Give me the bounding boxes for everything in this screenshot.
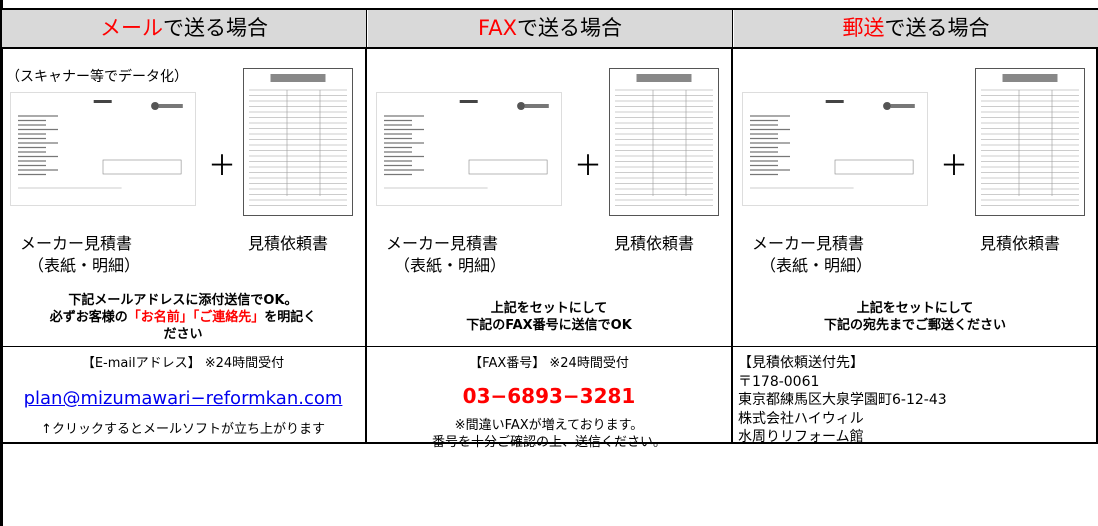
document-thumbnail [243,68,353,216]
column-heading: 郵送で送る場合 [734,10,1098,47]
instruction-text: を明記く [264,310,317,325]
instructions: 上記をセットにして下記の宛先までご郵送ください [732,300,1098,334]
instruction-text: 下記の宛先までご郵送ください [823,318,1006,333]
thumb-part [825,100,844,103]
document-label: 見積依頼書 [980,234,1061,253]
instruction-text: 下記メールアドレスに添付送信でOK。 [68,293,298,308]
instruction-line: ださい [0,326,366,343]
heading-accent: FAX [478,16,517,40]
thumb-part [10,92,196,206]
instructions: 下記メールアドレスに添付送信でOK。 必ずお客様の「お名前」「ご連絡先」を明記くだ… [0,292,366,343]
instruction-line: 上記をセットにして [366,300,732,317]
heading-accent: メール [100,16,163,40]
contact-row: ※間違いFAXが増えております。 [366,414,732,433]
thumb-part [609,68,719,216]
contact-row: 03−6893−3281 [366,384,732,408]
document-thumbnail [975,68,1085,216]
document-sublabel: （表紙・明細） [28,256,141,275]
column-heading: メールで送る場合 [2,10,366,47]
instruction-line: 必ずお客様の「お名前」「ご連絡先」を明記く [0,309,366,326]
border [365,8,367,444]
thumb-part [1002,74,1058,82]
address-line: 〒178-0061 [738,373,820,390]
document-label: 見積依頼書 [248,234,329,253]
contact-text: ↑クリックするとメールソフトが立ち上がります [41,422,325,437]
address-line: 東京都練馬区大泉学園町6-12-43 [738,392,947,408]
thumb-part [883,102,892,110]
heading-accent: 郵送 [842,16,885,40]
heading-text: で送る場合 [884,16,990,40]
thumb-part [524,104,549,108]
thumb-part [517,102,526,110]
document-label: 見積依頼書 [614,234,695,253]
plus-sign: ＋ [208,149,237,182]
address-line: 水周りリフォーム館 [738,429,864,445]
thumb-part [468,159,548,175]
instructions: 上記をセットにして下記のFAX番号に送信でOK [366,300,732,334]
document-label: メーカー見積書 [752,234,865,253]
border [0,0,3,526]
contact-text: 【FAX番号】 ※24時間受付 [469,356,629,371]
instruction-line: 下記の宛先までご郵送ください [732,317,1098,334]
thumb-part [93,100,112,103]
address-line: 【見積依頼送付先】 [738,355,864,371]
document-thumbnail [376,92,562,206]
thumb-part [158,104,183,108]
address-line: 株式会社ハイウィル [738,410,864,427]
instruction-text: ださい [163,327,203,342]
heading-text: で送る場合 [163,16,268,40]
border [0,442,1098,444]
thumb-part [890,104,915,108]
border [0,346,1098,347]
thumb-part [636,74,692,82]
thumb-part [975,68,1085,216]
contact-row: 【FAX番号】 ※24時間受付 [366,352,732,371]
contact-row: 【E-mailアドレス】 ※24時間受付 [0,352,366,371]
document-label: メーカー見積書 [20,234,133,253]
contact-text: 番号を十分ご確認の上、送信ください。 [431,435,666,450]
fax-number: 03−6893−3281 [462,384,636,408]
instruction-line: 下記メールアドレスに添付送信でOK。 [0,292,366,309]
thumb-part [376,92,562,206]
border [731,8,733,444]
email-link[interactable]: plan@mizumawari−reformkan.com [23,388,343,409]
instruction-text: 上記をセットにして [856,301,974,316]
thumb-part [742,92,928,206]
border [0,47,1098,49]
document-thumbnail [742,92,928,206]
instruction-text: 上記をセットにして [490,301,608,316]
document-sublabel: （表紙・明細） [394,256,507,275]
document-label: メーカー見積書 [386,234,499,253]
border [0,8,1098,10]
thumb-part [151,102,160,110]
document-sublabel: （表紙・明細） [760,256,873,275]
instruction-text: 「お名前」「ご連絡先」 [127,310,265,325]
thumb-part [270,74,326,82]
instruction-text: 下記のFAX番号に送信でOK [466,318,632,333]
instruction-line: 上記をセットにして [732,300,1098,317]
contact-row: 番号を十分ご確認の上、送信ください。 [366,431,732,450]
contact-row: ↑クリックするとメールソフトが立ち上がります [0,418,366,437]
thumb-part [459,100,478,103]
document-thumbnail [10,92,196,206]
column-heading: FAXで送る場合 [368,10,732,47]
plus-sign: ＋ [940,149,969,182]
heading-text: で送る場合 [516,16,622,40]
contact-text: 【E-mailアドレス】 ※24時間受付 [81,356,285,371]
contact-row: plan@mizumawari−reformkan.com [0,388,366,409]
plus-sign: ＋ [574,149,603,182]
document-thumbnail [609,68,719,216]
thumb-part [834,159,914,175]
thumb-part [243,68,353,216]
contact-text: ※間違いFAXが増えております。 [454,418,644,433]
instruction-line: 下記のFAX番号に送信でOK [366,317,732,334]
thumb-part [102,159,182,175]
instruction-text: 必ずお客様の [49,310,128,325]
border [1096,8,1098,444]
note: （スキャナー等でデータ化） [6,69,188,85]
